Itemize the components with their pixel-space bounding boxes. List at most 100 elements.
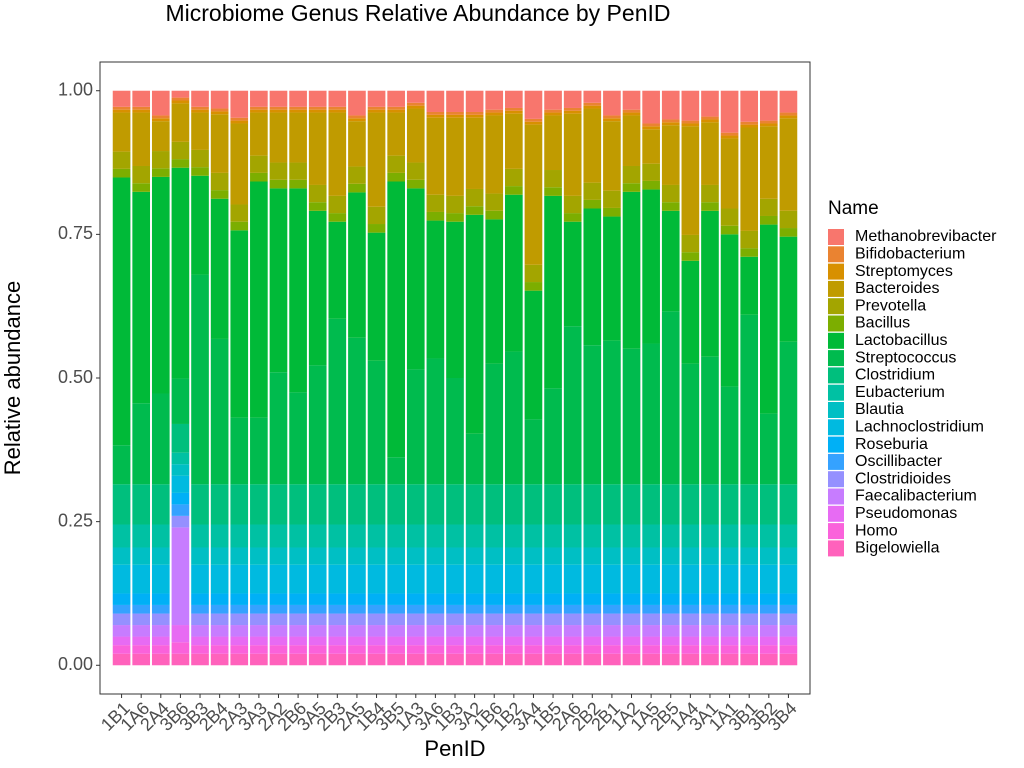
bar-segment <box>661 122 680 126</box>
y-tick-label: 0.25 <box>58 510 93 530</box>
bar-segment <box>112 106 131 110</box>
bar-segment <box>367 524 386 548</box>
bar-segment <box>250 547 268 565</box>
bar-segment <box>328 213 347 222</box>
bar-segment <box>720 138 739 209</box>
bar-segment <box>544 653 562 666</box>
bar-segment <box>583 564 602 594</box>
bar-segment <box>406 604 425 614</box>
bar-segment <box>603 564 621 594</box>
bar-segment <box>779 236 798 342</box>
bar-segment <box>603 613 621 626</box>
bar-segment <box>446 564 464 594</box>
bar-segment <box>289 636 307 646</box>
bar-segment <box>603 121 621 191</box>
bar-segment <box>426 625 445 637</box>
bar-segment <box>583 102 602 106</box>
bar-segment <box>485 604 504 614</box>
bar-segment <box>230 120 249 124</box>
bar-segment <box>446 90 464 112</box>
bar-segment <box>151 90 170 116</box>
bar-segment <box>230 604 249 614</box>
legend-swatch <box>828 332 844 349</box>
bar-segment <box>328 653 347 666</box>
bar-segment <box>406 108 425 163</box>
legend-swatch <box>828 246 844 263</box>
bar-segment <box>720 234 739 387</box>
bar-segment <box>485 593 504 605</box>
bar-segment <box>446 613 464 626</box>
bar-segment <box>406 636 425 646</box>
bar-segment <box>426 645 445 654</box>
legend-label: Blautia <box>855 401 904 418</box>
bar-segment <box>250 625 268 637</box>
bar-segment <box>387 593 405 605</box>
bar-segment <box>308 547 327 565</box>
bar-segment <box>151 176 170 394</box>
bar-segment <box>465 188 484 207</box>
bar-segment <box>367 232 386 361</box>
bar-segment <box>505 613 523 626</box>
bar-segment <box>112 90 131 107</box>
bar-segment <box>720 484 739 525</box>
bar-segment <box>191 564 209 594</box>
bar-segment <box>583 604 602 614</box>
bar-segment <box>465 593 484 605</box>
bar-segment <box>446 593 464 605</box>
bar-segment <box>779 593 798 605</box>
bar-segment <box>583 199 602 209</box>
bar-segment <box>779 115 798 119</box>
bar-segment <box>720 645 739 654</box>
bar-segment <box>210 114 229 173</box>
bar-segment <box>642 126 660 130</box>
bar-segment <box>681 120 700 124</box>
bar-segment <box>112 445 131 485</box>
bar-segment <box>720 225 739 235</box>
bar-segment <box>426 114 445 118</box>
bar-segment <box>720 653 739 666</box>
bar-segment <box>759 636 778 646</box>
legend-swatch <box>828 280 844 297</box>
bar-segment <box>250 109 268 113</box>
bar-segment <box>171 653 190 666</box>
bar-segment <box>289 109 307 113</box>
bar-segment <box>112 604 131 614</box>
bar-segment <box>465 645 484 654</box>
bar-segment <box>191 167 209 176</box>
bar-segment <box>269 112 288 163</box>
bar-segment <box>446 645 464 654</box>
bar-segment <box>544 115 562 171</box>
bar-segment <box>465 524 484 548</box>
bar-segment <box>661 636 680 646</box>
bar-segment <box>740 124 759 128</box>
legend-swatch <box>828 229 844 245</box>
y-tick-label: 0.50 <box>58 367 93 387</box>
bar-segment <box>720 90 739 133</box>
bar-segment <box>269 645 288 654</box>
bar-segment <box>485 210 504 220</box>
bar-segment <box>348 636 366 646</box>
bar-segment <box>308 653 327 666</box>
bar-segment <box>779 90 798 113</box>
bar-segment <box>701 604 719 614</box>
bar-segment <box>230 417 249 485</box>
bar-segment <box>505 90 523 108</box>
bar-segment <box>485 363 504 485</box>
bar-segment <box>446 378 464 485</box>
bar-segment <box>387 112 405 156</box>
bar-segment <box>269 188 288 373</box>
bar-segment <box>485 636 504 646</box>
bar-segment <box>308 484 327 525</box>
bar-segment <box>132 484 151 525</box>
legend-swatch <box>828 453 844 470</box>
bar-segment <box>210 484 229 525</box>
bar-segment <box>210 653 229 666</box>
legend-label: Bacteroides <box>855 280 940 297</box>
bar-segment <box>289 645 307 654</box>
bar-segment <box>642 189 660 344</box>
bar-segment <box>759 653 778 666</box>
bar-segment <box>583 90 602 103</box>
bar-segment <box>524 290 543 420</box>
bar-segment <box>387 90 405 107</box>
bar-segment <box>387 645 405 654</box>
